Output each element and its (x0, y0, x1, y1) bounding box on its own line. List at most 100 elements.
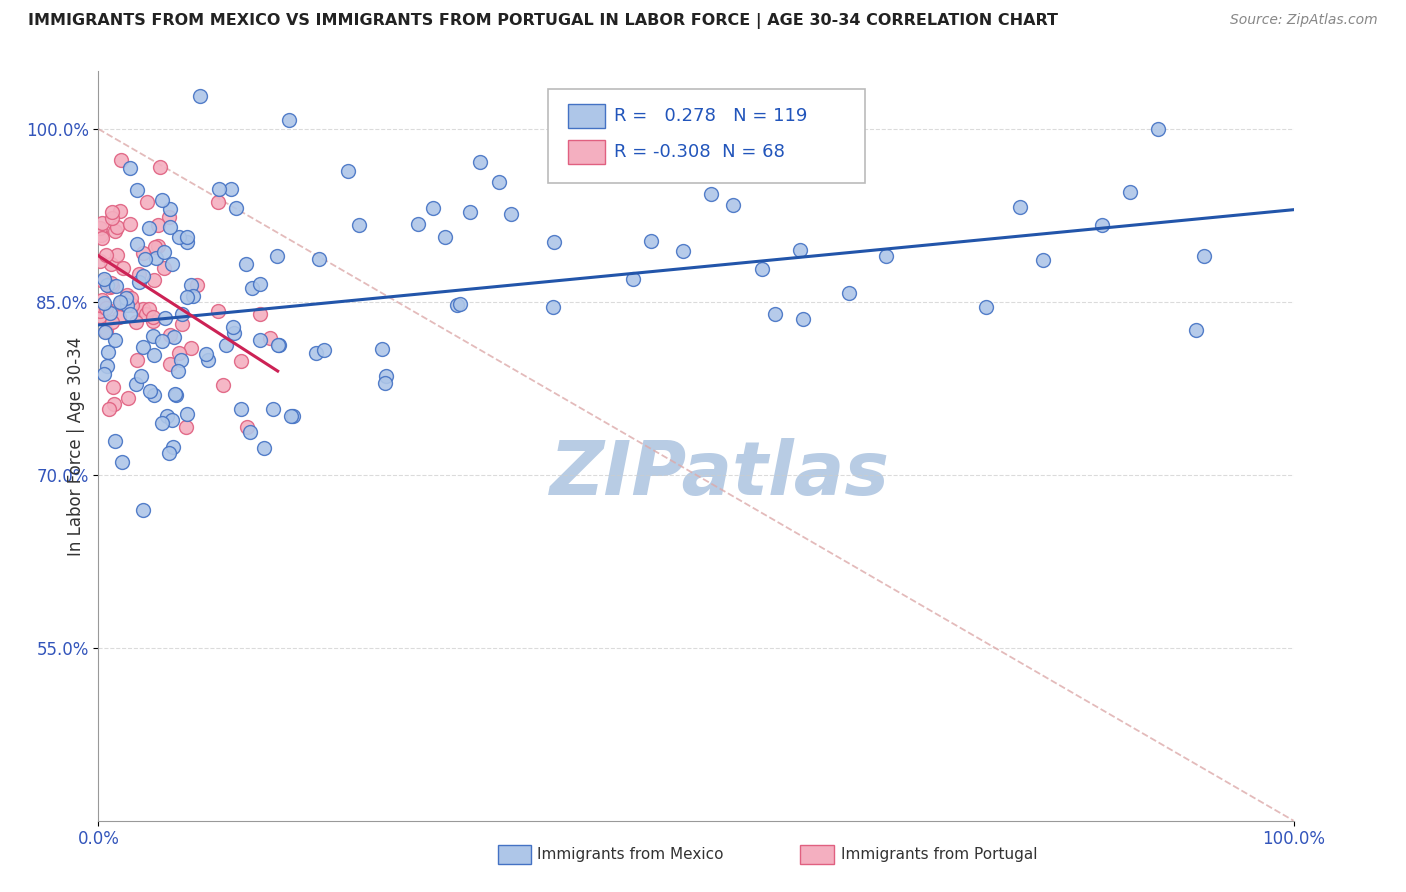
Point (118, 217, 141, 231)
Point (153, 245, 176, 260)
Point (167, 230, 190, 244)
Point (143, 388, 166, 402)
Point (215, 337, 238, 351)
Point (136, 194, 159, 209)
Point (194, 347, 217, 361)
Point (167, 346, 190, 360)
Point (336, 164, 359, 178)
Point (186, 277, 208, 292)
Point (114, 291, 136, 305)
Point (1147, 122, 1170, 136)
Point (117, 391, 139, 405)
Point (207, 303, 229, 318)
Point (488, 175, 510, 189)
Point (131, 502, 153, 516)
Point (90, 293, 112, 307)
Point (236, 419, 259, 434)
Point (129, 369, 152, 384)
Point (108, 310, 131, 324)
Point (94, 325, 117, 339)
Point (1185, 323, 1208, 337)
Point (170, 307, 193, 321)
Text: ZIPatlas: ZIPatlas (550, 438, 890, 511)
Point (152, 193, 174, 207)
Point (91, 231, 114, 245)
Point (446, 298, 468, 312)
Text: R =   0.278   N = 119: R = 0.278 N = 119 (614, 107, 808, 125)
Point (96, 278, 118, 293)
Point (100, 257, 122, 271)
Point (105, 278, 128, 293)
Point (672, 244, 695, 258)
Point (170, 352, 193, 367)
Point (349, 218, 371, 232)
Point (97, 402, 120, 417)
Point (101, 279, 124, 293)
Point (160, 256, 183, 270)
Point (408, 217, 430, 231)
Point (94, 325, 117, 339)
Point (120, 307, 142, 321)
Text: Immigrants from Mexico: Immigrants from Mexico (537, 847, 724, 862)
Point (134, 252, 156, 267)
Point (138, 221, 160, 235)
Point (838, 285, 860, 300)
Text: Source: ZipAtlas.com: Source: ZipAtlas.com (1230, 13, 1378, 28)
Point (374, 369, 396, 384)
Point (150, 417, 173, 431)
Point (93, 272, 115, 286)
Point (156, 409, 179, 424)
Point (127, 352, 149, 367)
Point (266, 249, 288, 263)
Point (197, 353, 219, 368)
Point (1192, 249, 1215, 263)
Point (1119, 185, 1142, 199)
Point (208, 181, 231, 195)
Point (98, 306, 121, 320)
Point (94, 248, 117, 262)
Point (280, 409, 302, 423)
Point (212, 377, 235, 392)
Point (110, 296, 132, 310)
Point (120, 291, 142, 305)
Point (222, 320, 245, 334)
Point (229, 353, 252, 368)
Point (370, 342, 392, 356)
Point (93, 295, 115, 310)
Point (219, 182, 242, 196)
Point (159, 219, 181, 234)
Point (180, 341, 202, 355)
Point (89, 298, 111, 312)
Point (240, 281, 263, 295)
Point (470, 154, 492, 169)
Point (1008, 201, 1031, 215)
Point (875, 249, 897, 263)
Point (449, 297, 471, 311)
Point (176, 230, 198, 244)
Point (162, 440, 184, 454)
Point (100, 276, 122, 290)
Point (159, 445, 181, 459)
Point (163, 329, 186, 343)
Point (269, 338, 291, 352)
Point (180, 278, 202, 293)
Point (90, 227, 112, 242)
Point (125, 377, 148, 392)
Y-axis label: In Labor Force | Age 30-34: In Labor Force | Age 30-34 (66, 336, 84, 556)
Point (104, 224, 127, 238)
Point (253, 442, 276, 456)
Point (89, 220, 111, 235)
Point (152, 334, 174, 349)
Point (249, 308, 271, 322)
Point (434, 230, 457, 244)
Point (170, 317, 193, 331)
Point (105, 220, 128, 235)
Point (125, 314, 148, 328)
Point (138, 301, 160, 316)
Point (115, 297, 138, 311)
Point (974, 300, 997, 314)
Point (108, 204, 131, 219)
Point (499, 207, 522, 221)
Point (312, 343, 335, 358)
Point (267, 338, 290, 352)
